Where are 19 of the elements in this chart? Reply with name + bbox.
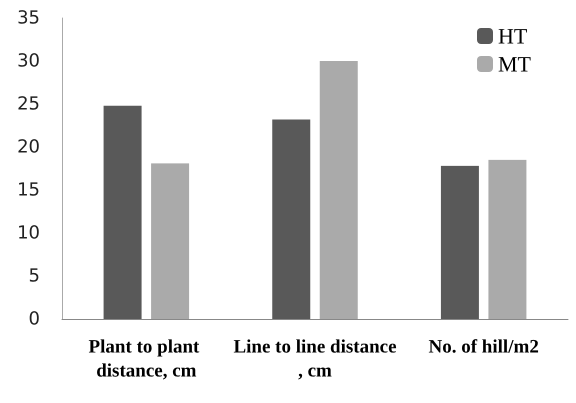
bar [488,160,526,319]
bar [440,166,479,319]
x-tick-label: Plant to plant distance, cm [88,336,204,382]
y-tick-label: 15 [17,180,40,200]
y-tick-label: 30 [17,50,40,72]
y-tick-label: 0 [28,308,40,330]
y-tick-label: 35 [17,8,40,28]
bar [104,106,142,319]
y-tick-label: 5 [28,266,40,286]
y-tick-label: 10 [17,222,40,244]
bar [151,163,190,319]
x-tick-label: No. of hill/m2 [428,336,539,358]
bar [272,119,310,319]
bar [320,61,358,319]
legend-label: HT [498,24,528,48]
x-tick-label: Line to line distance, cm [233,336,397,382]
y-tick-label: 25 [17,94,40,114]
y-tick-label: 20 [17,136,40,158]
legend-label: MT [498,52,532,76]
